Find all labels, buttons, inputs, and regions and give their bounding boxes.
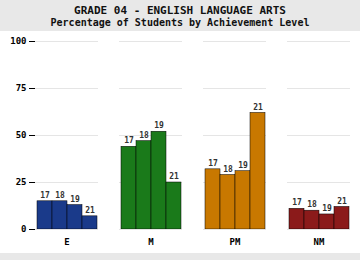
svg-text:0: 0 — [21, 224, 26, 234]
svg-text:M: M — [148, 237, 154, 247]
svg-text:19: 19 — [238, 161, 248, 170]
svg-text:19: 19 — [154, 121, 164, 130]
svg-text:25: 25 — [16, 177, 27, 187]
svg-text:50: 50 — [16, 130, 27, 140]
svg-text:21: 21 — [169, 172, 179, 181]
svg-text:17: 17 — [124, 136, 134, 145]
svg-text:19: 19 — [70, 195, 80, 204]
svg-text:NM: NM — [314, 237, 325, 247]
svg-text:PM: PM — [230, 237, 241, 247]
svg-text:100: 100 — [10, 36, 26, 46]
svg-text:21: 21 — [85, 206, 95, 215]
svg-text:17: 17 — [208, 159, 218, 168]
svg-text:18: 18 — [307, 200, 317, 209]
svg-text:21: 21 — [337, 197, 347, 206]
svg-text:E: E — [64, 237, 69, 247]
svg-text:21: 21 — [253, 103, 263, 112]
svg-text:17: 17 — [292, 198, 302, 207]
svg-text:75: 75 — [16, 83, 27, 93]
svg-text:17: 17 — [40, 191, 50, 200]
svg-text:18: 18 — [139, 131, 149, 140]
svg-text:18: 18 — [55, 191, 65, 200]
html-text:Percentage of Students by Achi: Percentage of Students by Achievement Le… — [50, 17, 310, 28]
html-text:GRADE 04 - ENGLISH LANGUAGE AR: GRADE 04 - ENGLISH LANGUAGE ARTS — [74, 4, 286, 17]
svg-text:18: 18 — [223, 165, 233, 174]
svg-text:19: 19 — [322, 204, 332, 213]
